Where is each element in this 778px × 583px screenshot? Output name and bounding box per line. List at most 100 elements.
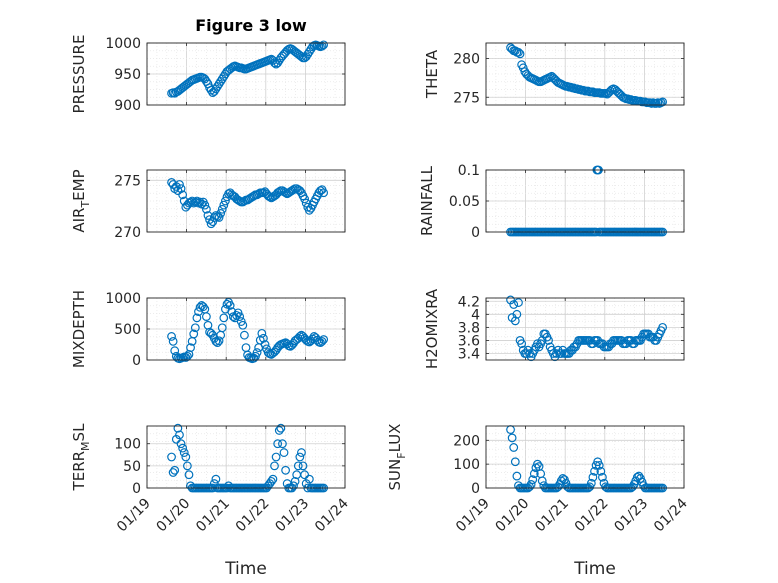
data-point: [590, 466, 599, 476]
data-point: [281, 188, 291, 198]
data-point: [189, 329, 199, 339]
data-point: [512, 309, 522, 319]
data-point: [528, 475, 538, 485]
ytick-label: 4: [471, 307, 480, 323]
data-point: [168, 468, 178, 477]
data-point: [178, 443, 188, 453]
series-theta: [506, 43, 668, 108]
data-point: [525, 482, 534, 492]
data-point: [181, 452, 191, 462]
ytick-label: 100: [453, 457, 480, 473]
ytick-label: 0: [132, 353, 141, 369]
data-point: [176, 439, 186, 449]
plot-air-temp: AIRTEMP 270 275: [70, 169, 346, 241]
data-point: [276, 423, 286, 433]
data-point: [512, 471, 522, 481]
xtick-label: 01/22: [572, 496, 612, 536]
data-point: [170, 346, 180, 356]
data-point: [240, 330, 249, 340]
data-point: [319, 188, 329, 198]
axes-frame-pressure: [146, 42, 346, 106]
data-point: [510, 457, 520, 467]
data-point: [510, 316, 520, 326]
ytick-label: 270: [114, 225, 141, 241]
xtick-label: 01/19: [453, 496, 493, 536]
ytick-label: 4.2: [458, 294, 480, 310]
data-point: [192, 313, 202, 323]
data-point: [168, 337, 178, 346]
data-point: [195, 197, 205, 207]
data-point: [598, 472, 607, 482]
plot-h2omixra: H2OMIXRA 3.43.63.844.2: [423, 288, 685, 369]
data-point: [289, 481, 298, 491]
ytick-label: 275: [453, 90, 480, 106]
data-point: [537, 476, 547, 486]
ytick-label: 900: [114, 98, 141, 114]
ytick-label: 1000: [105, 291, 141, 307]
data-point: [588, 472, 598, 482]
xlabel-right: Time: [573, 559, 616, 579]
axes-frame-theta: [485, 42, 685, 106]
data-point: [304, 474, 314, 484]
ytick-label: 0.05: [449, 194, 480, 210]
data-point: [594, 460, 604, 470]
xtick-label: 01/23: [611, 496, 651, 536]
figure-title: Figure 3 low: [195, 16, 307, 35]
data-point: [198, 302, 208, 312]
ytick-label: 280: [453, 52, 480, 68]
xtick-label: 01/22: [233, 496, 273, 536]
data-point: [167, 332, 176, 341]
series-h2omixra: [506, 295, 668, 362]
ytick-label: 3.8: [458, 320, 480, 336]
axes-frame-terr_msl: [146, 425, 346, 489]
series-pressure: [167, 40, 329, 98]
data-point: [170, 465, 180, 475]
data-point: [219, 313, 229, 323]
ylabel-rainfall: RAINFALL: [418, 165, 436, 236]
data-point: [533, 459, 542, 469]
data-point: [514, 298, 523, 307]
ytick-label: 950: [114, 67, 141, 83]
data-point: [175, 430, 184, 440]
axes-frame-rainfall: [485, 169, 685, 233]
data-point: [319, 40, 329, 50]
xtick-label: 01/19: [114, 496, 154, 536]
ytick-label: 50: [123, 459, 141, 475]
data-point: [298, 461, 308, 471]
ytick-label: 200: [453, 433, 480, 449]
xtick-label: 01/20: [154, 496, 194, 536]
data-point: [658, 97, 668, 107]
data-point: [596, 466, 606, 476]
axes-frame-air_temp: [146, 169, 346, 233]
data-point: [235, 312, 245, 322]
ylabel-air-temp: AIRTEMP: [70, 169, 92, 232]
ylabel-pressure: PRESSURE: [70, 35, 88, 114]
data-point: [217, 204, 227, 214]
ytick-label: 3.4: [458, 346, 480, 362]
data-point: [266, 476, 276, 486]
data-point: [279, 448, 289, 457]
data-point: [167, 452, 176, 462]
data-point: [175, 180, 184, 189]
ytick-label: 1000: [105, 36, 141, 52]
data-point: [225, 301, 235, 310]
ylabel-h2omixra: H2OMIXRA: [423, 288, 441, 369]
data-point: [281, 465, 291, 475]
data-point: [278, 439, 287, 449]
data-point: [270, 461, 279, 471]
data-point: [259, 333, 268, 343]
ytick-label: 275: [114, 173, 141, 189]
data-point: [274, 426, 284, 435]
data-point: [317, 337, 327, 346]
data-point: [173, 423, 183, 433]
data-point: [176, 184, 186, 194]
xtick-label: 01/23: [272, 496, 312, 536]
axes-frame-sun_flux: [485, 425, 685, 489]
data-point: [178, 190, 188, 200]
data-point: [319, 335, 329, 344]
data-point: [273, 439, 283, 449]
data-point: [195, 302, 205, 312]
plot-theta: THETA 275 280: [423, 42, 685, 108]
